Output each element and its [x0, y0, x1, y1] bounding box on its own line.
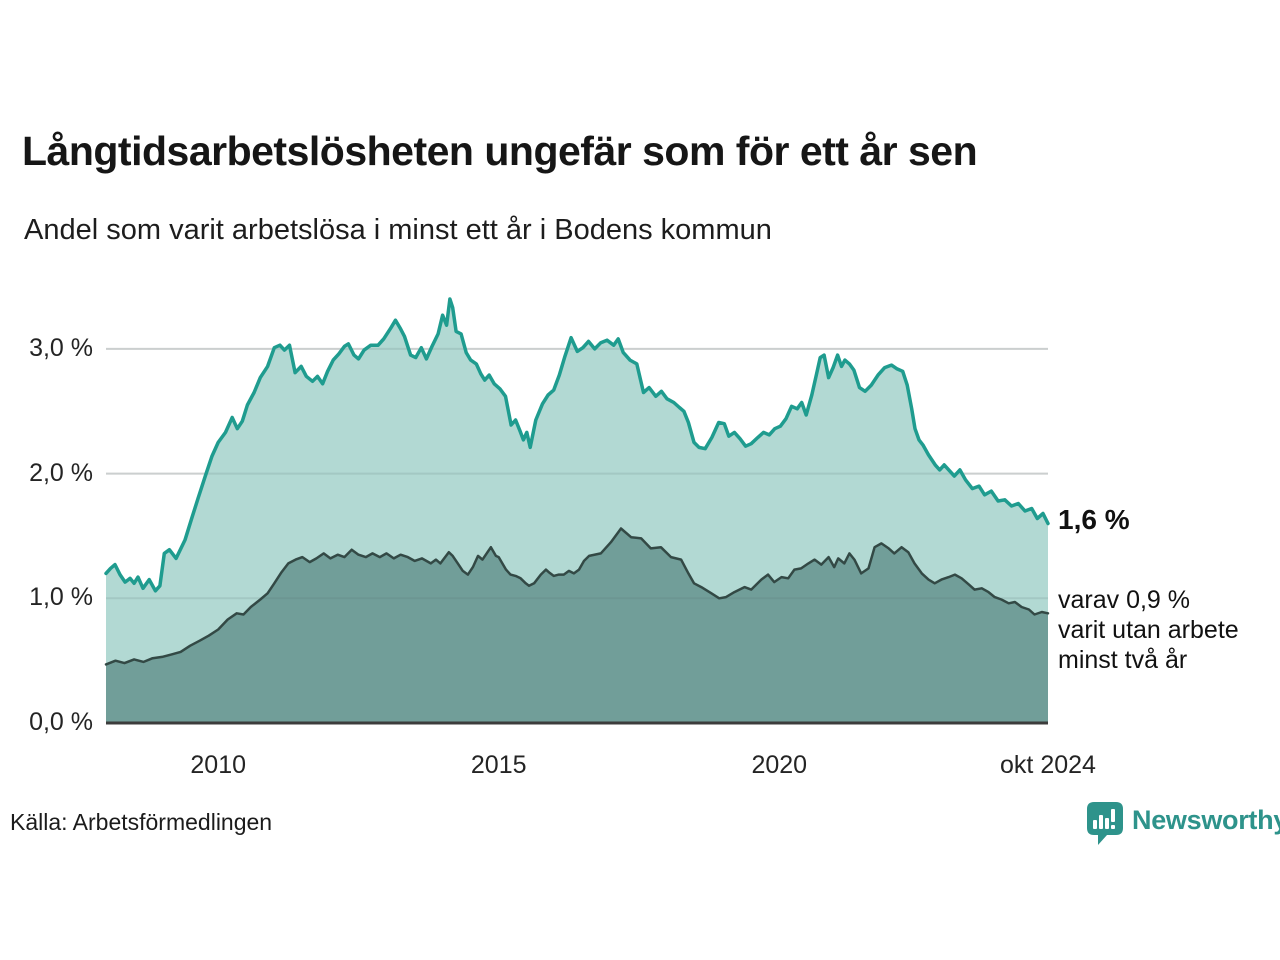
secondary-note-label: varav 0,9 % varit utan arbete minst två år — [1058, 586, 1239, 674]
newsworthy-logo-text: Newsworthy — [1132, 805, 1280, 835]
source-credit: Källa: Arbetsförmedlingen — [10, 809, 273, 835]
newsworthy-logo-icon — [1087, 802, 1123, 845]
newsworthy-logo: Newsworthy — [1086, 801, 1280, 847]
chart-subtitle: Andel som varit arbetslösa i minst ett å… — [24, 214, 772, 246]
y-tick-label: 3,0 % — [29, 333, 93, 362]
x-tick-label: 2010 — [190, 751, 247, 779]
x-tick-label: okt 2024 — [1000, 751, 1096, 779]
y-tick-label: 2,0 % — [29, 458, 93, 487]
y-tick-label: 1,0 % — [29, 583, 93, 612]
x-tick-label: 2015 — [470, 751, 527, 779]
area-Varav utan arbete minst två år — [106, 528, 1048, 723]
y-tick-label: 0,0 % — [29, 708, 93, 736]
x-tick-label: 2020 — [751, 751, 808, 779]
latest-value-label: 1,6 % — [1058, 504, 1130, 535]
page-title: Långtidsarbetslösheten ungefär som för e… — [22, 128, 978, 174]
